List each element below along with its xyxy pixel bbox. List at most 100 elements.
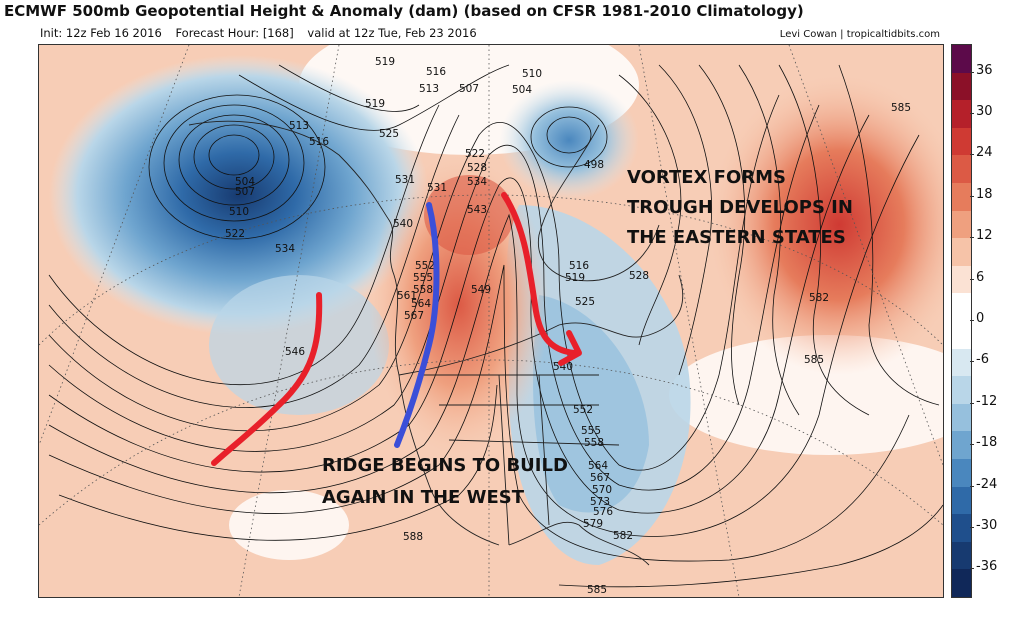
colorbar bbox=[951, 44, 972, 598]
colorbar-segment bbox=[952, 210, 971, 239]
colorbar-segment bbox=[952, 155, 971, 183]
colorbar-segment bbox=[952, 514, 971, 542]
map-title: ECMWF 500mb Geopotential Height & Anomal… bbox=[4, 2, 804, 20]
contour-label: 510 bbox=[229, 206, 249, 218]
colorbar-segment bbox=[952, 265, 971, 294]
atlantic-ridge-anomaly bbox=[709, 75, 943, 375]
contour-label: 567 bbox=[590, 472, 610, 484]
contour-label: 543 bbox=[467, 204, 487, 216]
colorbar-tick-mark bbox=[970, 568, 974, 570]
map-panel: 519 516 513 507 510 504 519 513 516 525 … bbox=[38, 44, 944, 598]
colorbar-tick-label: -12 bbox=[976, 393, 998, 409]
colorbar-tick-mark bbox=[970, 113, 974, 114]
contour-label: 570 bbox=[592, 484, 612, 496]
contour-label: 519 bbox=[375, 56, 395, 68]
colorbar-segment bbox=[952, 182, 971, 211]
vortex-annotation-line-2: TROUGH DEVELOPS IN bbox=[627, 197, 853, 218]
contour-label: 582 bbox=[809, 292, 829, 304]
contour-label: 561 bbox=[397, 290, 417, 302]
colorbar-segment bbox=[952, 100, 971, 128]
colorbar-tick-label: -36 bbox=[976, 559, 998, 575]
colorbar-segment bbox=[952, 45, 971, 73]
contour-label: 525 bbox=[379, 128, 399, 140]
anomaly-map: 519 516 513 507 510 504 519 513 516 525 … bbox=[39, 45, 943, 597]
coastlines bbox=[188, 120, 684, 566]
annotation-text: VORTEX FORMS TROUGH DEVELOPS IN THE EAST… bbox=[322, 167, 853, 508]
colorbar-tick-label: 24 bbox=[976, 145, 993, 161]
colorbar-tick-label: -24 bbox=[976, 476, 998, 492]
colorbar-segment bbox=[952, 458, 971, 487]
eastern-trough-arrowhead bbox=[558, 330, 582, 366]
contour-label: 519 bbox=[565, 272, 585, 284]
contour-label: 573 bbox=[590, 496, 610, 508]
colorbar-segment bbox=[952, 127, 971, 156]
contour-label: 516 bbox=[569, 260, 589, 272]
contour-label: 567 bbox=[404, 310, 424, 322]
forecast-hour: Forecast Hour: [168] bbox=[175, 26, 294, 40]
ridge-annotation-line-2: AGAIN IN THE WEST bbox=[322, 487, 525, 508]
contour-label: 528 bbox=[629, 270, 649, 282]
contour-label: 516 bbox=[309, 136, 329, 148]
contour-label: 552 bbox=[573, 404, 593, 416]
contour-label: 534 bbox=[275, 243, 295, 255]
colorbar-tick-mark bbox=[970, 195, 974, 197]
contour-label: 582 bbox=[613, 530, 633, 542]
contour-label: 540 bbox=[553, 361, 573, 373]
colorbar-segment bbox=[952, 348, 971, 377]
annotation-arrows bbox=[211, 192, 582, 466]
eastern-trough-arrow bbox=[501, 192, 577, 356]
contour-label: 576 bbox=[593, 506, 613, 518]
ridge-core-anomaly bbox=[424, 175, 514, 255]
contour-label: 513 bbox=[289, 120, 309, 132]
colorbar-tick-label: 12 bbox=[976, 228, 993, 244]
pacific-low-anomaly bbox=[49, 55, 429, 335]
colorbar-segment bbox=[952, 486, 971, 515]
colorbar-tick-label: 36 bbox=[976, 62, 993, 78]
contour-label: 504 bbox=[235, 176, 255, 188]
contour-label: 522 bbox=[225, 228, 245, 240]
colorbar-tick-mark bbox=[970, 71, 974, 73]
colorbar-tick-mark bbox=[970, 527, 974, 528]
pacific-trough-anomaly bbox=[209, 275, 389, 415]
credit: Levi Cowan | tropicaltidbits.com bbox=[779, 29, 940, 40]
contour-label: 555 bbox=[581, 425, 601, 437]
contour-label: 585 bbox=[891, 102, 911, 114]
contour-label: 531 bbox=[427, 182, 447, 194]
neutral-area-pacific bbox=[229, 490, 349, 560]
colorbar-tick-label: 0 bbox=[976, 311, 985, 326]
contour-label: 513 bbox=[419, 83, 439, 95]
contour-label: 585 bbox=[804, 354, 824, 366]
colorbar-tick-mark bbox=[970, 237, 974, 239]
colorbar-tick-mark bbox=[970, 444, 974, 446]
colorbar-tick-label: -6 bbox=[976, 352, 989, 368]
colorbar-tick-mark bbox=[970, 402, 974, 404]
contour-label: 549 bbox=[471, 284, 491, 296]
ridge-annotation-line-1: RIDGE BEGINS TO BUILD bbox=[322, 455, 568, 476]
contour-label: 516 bbox=[426, 66, 446, 78]
colorbar-tick-label: 6 bbox=[976, 269, 985, 285]
contour-label: 507 bbox=[235, 186, 255, 198]
colorbar-segment bbox=[952, 431, 971, 459]
hudson-vortex-anomaly bbox=[499, 80, 639, 200]
contour-label: 522 bbox=[465, 148, 485, 160]
pacific-trough-arrow bbox=[211, 292, 323, 466]
contour-labels: 519 516 513 507 510 504 519 513 516 525 … bbox=[225, 56, 911, 596]
western-ridge-arrow bbox=[394, 202, 440, 448]
colorbar-segment bbox=[952, 569, 971, 597]
contour-label: 504 bbox=[512, 84, 532, 96]
colorbar-segment bbox=[952, 293, 971, 321]
contour-label: 579 bbox=[583, 518, 603, 530]
contour-label: 558 bbox=[584, 437, 604, 449]
contour-label: 498 bbox=[584, 159, 604, 171]
colorbar-segment bbox=[952, 403, 971, 432]
contour-label: 519 bbox=[365, 98, 385, 110]
contour-label: 510 bbox=[522, 68, 542, 80]
colorbar-tick-label: -18 bbox=[976, 435, 998, 451]
vortex-annotation-line-1: VORTEX FORMS bbox=[627, 167, 786, 188]
colorbar-segment bbox=[952, 541, 971, 570]
contour-label: 564 bbox=[411, 298, 431, 310]
contour-label: 585 bbox=[587, 584, 607, 596]
colorbar-segment bbox=[952, 376, 971, 404]
map-subtitle: Init: 12z Feb 16 2016 Forecast Hour: [16… bbox=[40, 26, 487, 40]
colorbar-segment bbox=[952, 320, 971, 349]
